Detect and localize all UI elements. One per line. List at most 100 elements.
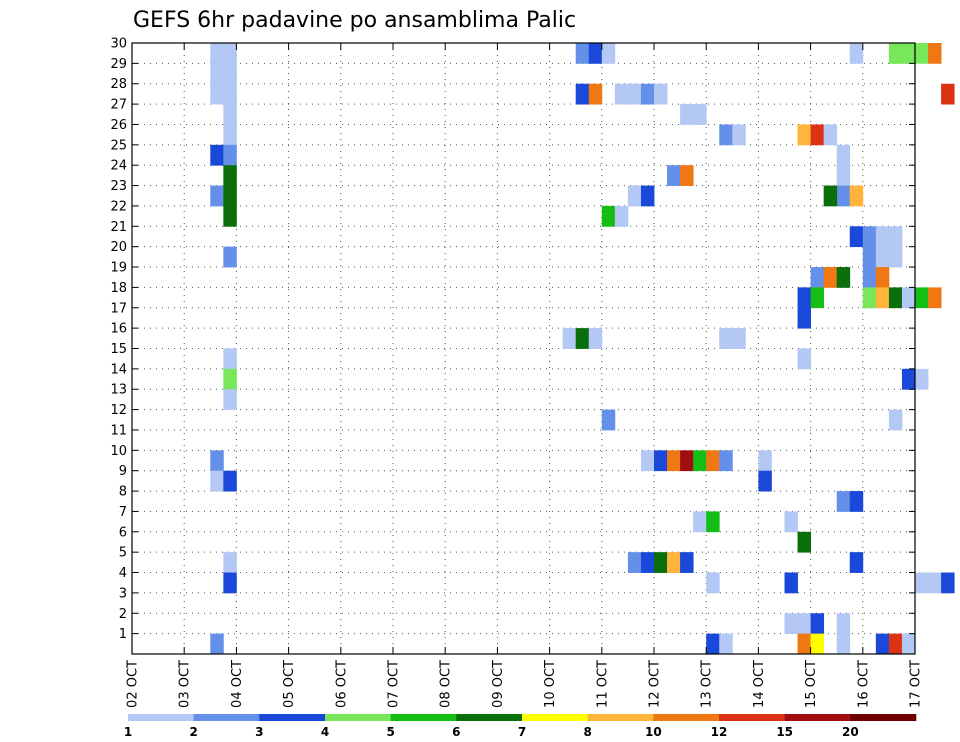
cell [888,633,903,655]
cell [928,43,942,64]
cell [680,552,694,573]
cell [210,185,224,207]
cell [667,450,681,472]
cell [627,83,642,105]
y-tick-label: 15 [110,342,127,357]
legend-swatch [653,714,720,721]
x-tick-label: 02 OCT [126,660,141,708]
cell [875,246,890,268]
y-tick-label: 2 [119,607,127,622]
cell [888,287,903,309]
cell [223,470,237,492]
cell [758,470,772,492]
cell [732,328,746,349]
legend-label: 10 [645,725,662,739]
cell [797,124,811,146]
cell [836,633,851,655]
cell [875,633,890,655]
cell [719,328,733,349]
x-tick-label: 10 OCT [543,660,558,708]
y-tick-label: 12 [110,403,127,418]
cell [862,267,877,288]
cell [223,144,237,166]
legend-label: 20 [842,725,859,739]
cell [915,287,929,309]
cell [719,124,733,146]
x-tick-label: 11 OCT [595,660,610,708]
cell [640,552,655,573]
legend-label: 7 [518,725,526,739]
cell [784,511,798,533]
cell [888,226,903,248]
y-tick-label: 16 [110,322,127,337]
cell [210,470,224,492]
cell [706,511,720,533]
y-tick-label: 19 [110,261,127,276]
cell [223,348,237,370]
legend-label: 6 [452,725,460,739]
cell [823,124,838,146]
cell [680,165,694,186]
cell [719,633,733,655]
y-tick-label: 7 [119,505,127,520]
cell [223,124,237,146]
cell [223,246,237,268]
cell [654,552,668,573]
legend-label: 5 [386,725,394,739]
cell [223,165,237,186]
cell [928,287,942,309]
cell [849,491,864,512]
x-tick-label: 08 OCT [439,660,454,708]
cell [640,83,655,105]
y-tick-label: 3 [119,586,127,601]
cell [680,450,694,472]
cell [797,531,811,553]
cell [797,348,811,370]
x-tick-label: 14 OCT [752,660,767,708]
cell [562,328,577,349]
cell [784,572,798,594]
cell [901,368,916,390]
cell [223,63,237,85]
x-tick-label: 16 OCT [856,660,871,708]
x-tick-label: 09 OCT [491,660,506,708]
cell [223,104,237,125]
y-tick-label: 24 [110,159,127,174]
legend-swatch [784,714,851,721]
cell [588,83,603,105]
cell [601,43,616,64]
legend-swatch [325,714,391,721]
cell [823,267,838,288]
y-tick-label: 8 [119,485,127,500]
cell [223,552,237,573]
cell [210,450,224,472]
legend-swatch [259,714,326,721]
x-tick-label: 13 OCT [700,660,715,708]
cell [588,43,603,64]
y-tick-label: 5 [119,546,127,561]
cell [223,83,237,105]
chart-title: GEFS 6hr padavine po ansamblima Palic [133,8,576,33]
legend-swatch [587,714,654,721]
legend-label: 12 [711,725,728,739]
color-legend: 1 2 3 4 5 6 7 8 10 12 15 20 [124,714,917,739]
y-tick-label: 13 [110,383,127,398]
cell [210,144,224,166]
legend-swatch [456,714,523,721]
cell [810,124,825,146]
cell [614,205,629,227]
legend-swatch [390,714,457,721]
cell [667,552,681,573]
cell [784,613,798,635]
cells-layer [210,43,955,655]
y-tick-label: 1 [119,627,127,642]
legend-label: 15 [776,725,793,739]
cell [693,450,707,472]
y-tick-label: 22 [110,199,127,214]
legend-label: 2 [189,725,197,739]
y-axis: 1234567891011121314151617181920212223242… [110,37,915,642]
cell [810,267,825,288]
cell [901,43,916,64]
cell [915,368,929,390]
